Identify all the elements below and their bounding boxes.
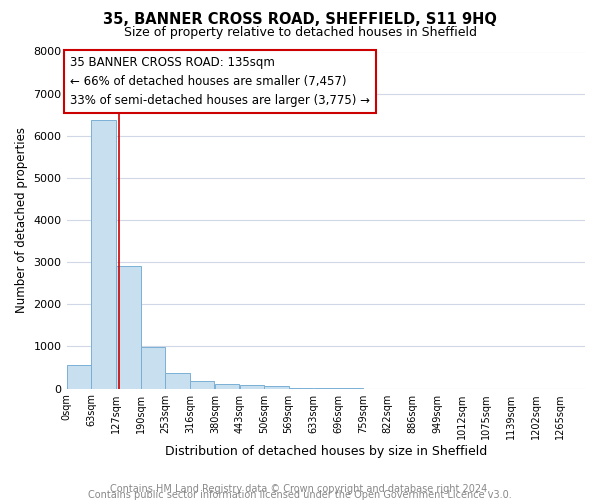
Bar xyxy=(116,266,140,388)
Bar xyxy=(239,385,264,388)
Bar xyxy=(166,372,190,388)
X-axis label: Distribution of detached houses by size in Sheffield: Distribution of detached houses by size … xyxy=(164,444,487,458)
Bar xyxy=(215,384,239,388)
Y-axis label: Number of detached properties: Number of detached properties xyxy=(15,127,28,313)
Text: 35 BANNER CROSS ROAD: 135sqm
← 66% of detached houses are smaller (7,457)
33% of: 35 BANNER CROSS ROAD: 135sqm ← 66% of de… xyxy=(70,56,370,106)
Bar xyxy=(264,386,289,388)
Text: 35, BANNER CROSS ROAD, SHEFFIELD, S11 9HQ: 35, BANNER CROSS ROAD, SHEFFIELD, S11 9H… xyxy=(103,12,497,28)
Bar xyxy=(67,365,91,388)
Text: Size of property relative to detached houses in Sheffield: Size of property relative to detached ho… xyxy=(124,26,476,39)
Bar xyxy=(91,120,116,388)
Bar xyxy=(141,347,165,389)
Bar xyxy=(190,381,214,388)
Text: Contains public sector information licensed under the Open Government Licence v3: Contains public sector information licen… xyxy=(88,490,512,500)
Text: Contains HM Land Registry data © Crown copyright and database right 2024.: Contains HM Land Registry data © Crown c… xyxy=(110,484,490,494)
